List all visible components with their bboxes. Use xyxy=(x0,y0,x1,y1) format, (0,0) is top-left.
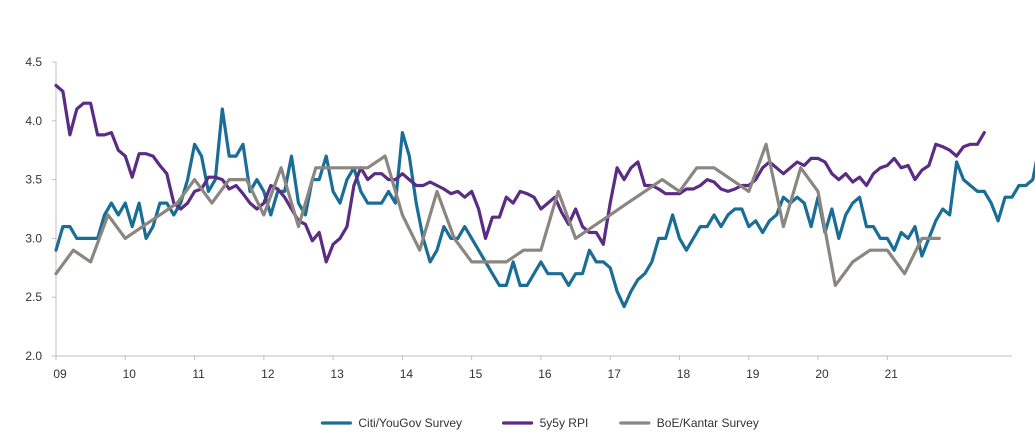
x-tick-label: 19 xyxy=(746,367,760,381)
x-tick-label: 13 xyxy=(330,367,344,381)
legend: Citi/YouGov Survey 5y5y RPI BoE/Kantar Sur… xyxy=(320,416,759,430)
x-tick-label: 18 xyxy=(677,367,691,381)
legend-label: 5y5y RPI xyxy=(540,416,589,430)
axes-group: 2.0 2.5 3.0 3.5 4.0 4.5 09 10 11 12 13 14 15 16 17 18 19… xyxy=(25,55,1012,381)
x-tick-label: 09 xyxy=(53,367,67,381)
series-layer xyxy=(54,83,1035,309)
series-line-0 xyxy=(54,107,1035,309)
x-tick-label: 15 xyxy=(469,367,483,381)
legend-label: BoE/Kantar Survey xyxy=(657,416,759,430)
series-line-2 xyxy=(54,142,941,287)
legend-label: Citi/YouGov Survey xyxy=(358,416,462,430)
x-tick-label: 17 xyxy=(608,367,622,381)
y-tick-label: 2.0 xyxy=(25,349,42,363)
y-tick-label: 4.5 xyxy=(25,55,42,69)
y-tick-label: 3.5 xyxy=(25,173,42,187)
x-tick-label: 14 xyxy=(400,367,414,381)
legend-item-2: BoE/Kantar Survey xyxy=(619,416,759,430)
x-tick-label: 10 xyxy=(123,367,137,381)
legend-item-1: 5y5y RPI xyxy=(502,416,589,430)
x-tick-label: 16 xyxy=(538,367,552,381)
y-tick-label: 3.0 xyxy=(25,231,42,245)
x-tick-label: 20 xyxy=(815,367,829,381)
x-tick-label: 21 xyxy=(885,367,899,381)
x-tick-label: 12 xyxy=(261,367,275,381)
y-tick-label: 4.0 xyxy=(25,114,42,128)
legend-item-0: Citi/YouGov Survey xyxy=(320,416,462,430)
series-line-1 xyxy=(54,83,986,264)
y-tick-label: 2.5 xyxy=(25,290,42,304)
x-tick-label: 11 xyxy=(192,367,205,381)
